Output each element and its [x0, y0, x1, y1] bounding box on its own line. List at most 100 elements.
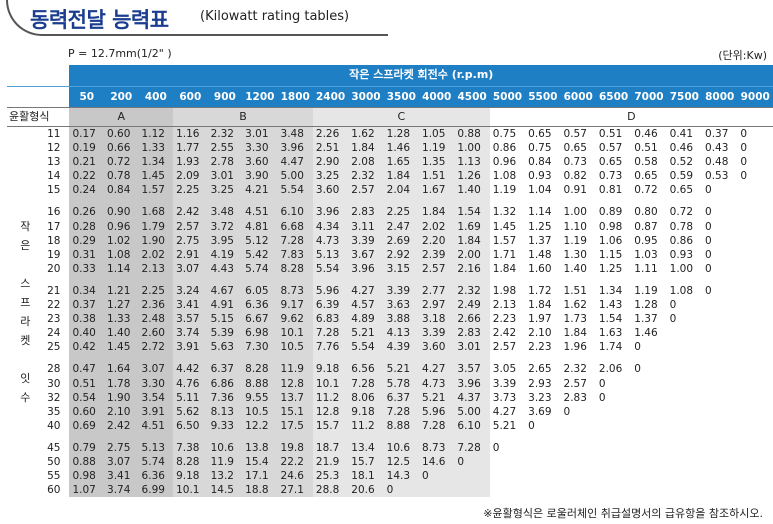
kilowatt-value: 7.38 — [173, 440, 208, 455]
kilowatt-value: 0.40 — [69, 326, 105, 341]
kilowatt-value — [737, 283, 773, 299]
kilowatt-value — [702, 362, 738, 377]
page-subtitle: (Kilowatt rating tables) — [200, 9, 350, 24]
kilowatt-value: 0.28 — [69, 219, 105, 234]
kilowatt-value: 0.86 — [489, 141, 526, 156]
kilowatt-value: 3.57 — [173, 312, 208, 327]
kilowatt-value — [666, 390, 703, 405]
kilowatt-value: 14.3 — [383, 469, 420, 484]
kilowatt-value: 2.72 — [138, 340, 174, 355]
kilowatt-value: 3.48 — [207, 205, 243, 220]
kilowatt-value: 1.14 — [525, 205, 561, 220]
rpm-column-header: 1200 — [242, 86, 278, 108]
kilowatt-value: 1.08 — [666, 283, 703, 299]
kilowatt-value: 3.05 — [489, 362, 526, 377]
kilowatt-value: 7.28 — [383, 404, 420, 419]
kilowatt-value: 0.54 — [69, 390, 105, 405]
rpm-column-header: 600 — [173, 86, 208, 108]
rpm-column-header: 7500 — [666, 86, 703, 108]
kilowatt-value: 6.68 — [277, 219, 313, 234]
kilowatt-value: 0 — [666, 298, 703, 313]
kilowatt-value: 18.7 — [312, 440, 349, 455]
lubrication-group-c: C — [312, 107, 490, 127]
kilowatt-value: 1.63 — [595, 326, 632, 341]
kilowatt-value — [631, 483, 667, 498]
side-label-char: 켓 — [20, 334, 31, 348]
kilowatt-value: 0 — [737, 126, 773, 142]
kilowatt-value: 3.67 — [348, 247, 384, 262]
kilowatt-value: 1.97 — [525, 312, 561, 327]
kilowatt-value: 6.10 — [277, 205, 313, 220]
kilowatt-value: 1.46 — [631, 326, 667, 341]
rpm-column-header: 400 — [138, 86, 174, 108]
kilowatt-value: 1.43 — [595, 298, 632, 313]
kilowatt-value: 0.60 — [69, 404, 105, 419]
kilowatt-value — [702, 469, 738, 484]
kilowatt-value: 0.73 — [560, 155, 596, 170]
kilowatt-value: 0.75 — [525, 141, 561, 156]
kilowatt-value: 0 — [702, 205, 738, 220]
kilowatt-value: 25.3 — [312, 469, 349, 484]
kilowatt-value: 1.08 — [489, 169, 526, 184]
kilowatt-value: 10.5 — [277, 340, 313, 355]
kilowatt-value: 0.29 — [69, 233, 105, 248]
kilowatt-value: 2.47 — [383, 219, 420, 234]
kilowatt-value: 2.23 — [525, 340, 561, 355]
kilowatt-value: 0.66 — [104, 141, 139, 156]
kilowatt-value: 11.9 — [277, 362, 313, 377]
kilowatt-value: 6.56 — [348, 362, 384, 377]
kilowatt-value: 2.75 — [173, 233, 208, 248]
pitch-label: P = 12.7mm(1/2" ) — [68, 47, 172, 60]
kilowatt-value: 1.40 — [560, 261, 596, 276]
kilowatt-value: 3.01 — [454, 340, 490, 355]
teeth-count: 23 — [47, 313, 61, 326]
kilowatt-value — [525, 469, 561, 484]
kilowatt-value: 3.41 — [173, 298, 208, 313]
kilowatt-value: 0.96 — [104, 219, 139, 234]
kilowatt-value — [666, 483, 703, 498]
kilowatt-value: 2.36 — [138, 298, 174, 313]
kilowatt-value: 11.9 — [207, 454, 243, 470]
kilowatt-value: 0.87 — [631, 219, 667, 234]
table-row: 12 0.19 0.66 1.33 1.77 2.55 3.30 3.96 2.51 1.84 1.… — [7, 141, 773, 156]
kilowatt-value — [702, 404, 738, 419]
kilowatt-value — [737, 326, 773, 341]
kilowatt-value — [702, 418, 738, 433]
kilowatt-value: 1.74 — [595, 340, 632, 355]
kilowatt-value: 1.32 — [489, 205, 526, 220]
kilowatt-value: 1.05 — [419, 126, 455, 142]
kilowatt-value: 2.13 — [138, 261, 174, 276]
kilowatt-value: 3.60 — [312, 183, 349, 198]
kilowatt-value: 1.07 — [69, 483, 105, 498]
kilowatt-value: 2.25 — [173, 183, 208, 198]
kilowatt-value: 2.39 — [419, 247, 455, 262]
rpm-column-header: 900 — [207, 86, 243, 108]
kilowatt-value: 10.6 — [207, 440, 243, 455]
kilowatt-value: 2.57 — [560, 376, 596, 391]
kilowatt-value: 8.28 — [277, 261, 313, 276]
kilowatt-value — [595, 469, 632, 484]
kilowatt-value: 10.1 — [173, 483, 208, 498]
kilowatt-value — [631, 404, 667, 419]
kilowatt-value — [666, 418, 703, 433]
teeth-count: 22 — [47, 299, 61, 312]
kilowatt-value: 3.88 — [383, 312, 420, 327]
kilowatt-value: 3.25 — [312, 169, 349, 184]
table-row: 30 0.51 1.78 3.30 4.76 6.86 8.88 12.8 10.1 7.28 5.… — [7, 376, 773, 391]
kilowatt-value: 1.33 — [138, 141, 174, 156]
kilowatt-value: 2.32 — [207, 126, 243, 142]
unit-label: (단위:Kw) — [718, 49, 767, 62]
kilowatt-value: 3.72 — [207, 219, 243, 234]
kilowatt-value: 3.95 — [207, 233, 243, 248]
kilowatt-value: 1.08 — [104, 247, 139, 262]
kilowatt-value: 9.18 — [173, 469, 208, 484]
kilowatt-value: 8.73 — [277, 283, 313, 299]
kilowatt-value: 2.65 — [525, 362, 561, 377]
kilowatt-value: 2.16 — [454, 261, 490, 276]
kilowatt-value: 0.72 — [631, 183, 667, 198]
kilowatt-value: 0.98 — [69, 469, 105, 484]
kilowatt-value — [702, 326, 738, 341]
kilowatt-value: 0.47 — [69, 362, 105, 377]
kilowatt-value: 5.96 — [419, 404, 455, 419]
kilowatt-value: 3.18 — [419, 312, 455, 327]
